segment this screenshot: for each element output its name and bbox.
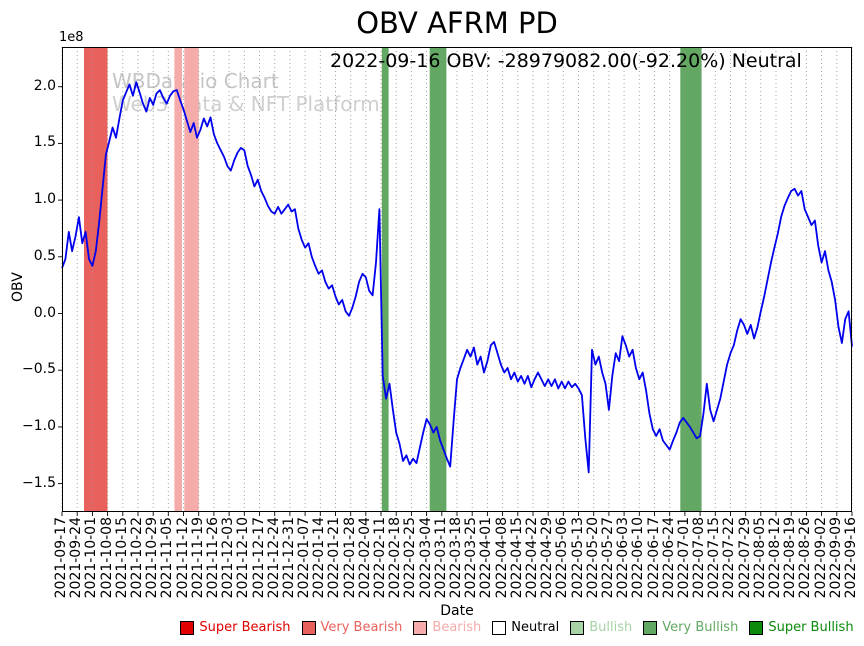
x-tick-label: 2022-06-10 — [630, 517, 647, 599]
x-tick-label: 2021-11-05 — [159, 517, 176, 599]
legend-label-neutral: Neutral — [511, 620, 560, 635]
signal-band-very-bearish — [84, 47, 108, 512]
x-tick-label: 2022-02-25 — [402, 517, 419, 599]
legend-label-bearish: Bearish — [432, 620, 482, 635]
x-tick-label: 2022-05-06 — [554, 517, 571, 599]
x-tick-label: 2021-10-01 — [83, 517, 100, 599]
legend-item-super-bullish: Super Bullish — [749, 620, 854, 635]
legend-swatch-neutral — [492, 620, 507, 635]
x-tick-label: 2022-09-16 — [843, 517, 859, 599]
x-tick-label: 2022-01-21 — [326, 517, 343, 599]
legend-item-neutral: Neutral — [492, 620, 559, 635]
y-tick-label: −1.5 — [22, 474, 56, 491]
y-tick-label: −1.0 — [22, 417, 56, 434]
y-tick-label: 0.0 — [33, 304, 56, 321]
x-tick-label: 2021-12-10 — [235, 517, 252, 599]
y-axis-offset-label: 1e8 — [59, 30, 84, 45]
plot-frame — [62, 47, 852, 512]
plot-svg — [58, 47, 853, 516]
x-tick-label: 2022-07-22 — [721, 517, 738, 599]
x-tick-label: 2022-04-08 — [493, 517, 510, 599]
legend-swatch-super-bearish — [180, 620, 195, 635]
x-tick-label: 2021-10-08 — [98, 517, 115, 599]
legend-label-very-bearish: Very Bearish — [320, 620, 403, 635]
legend-swatch-very-bullish — [643, 620, 658, 635]
legend-item-bearish: Bearish — [413, 620, 481, 635]
x-tick-label: 2022-08-26 — [797, 517, 814, 599]
y-axis-title: OBV — [10, 272, 26, 302]
legend-item-super-bearish: Super Bearish — [180, 620, 291, 635]
x-tick-label: 2022-06-17 — [645, 517, 662, 599]
legend-item-bullish: Bullish — [570, 620, 632, 635]
x-axis-title: Date — [440, 603, 474, 619]
signal-band-bearish — [174, 47, 182, 512]
signal-band-very-bullish — [429, 47, 447, 512]
signal-band-bearish — [184, 47, 199, 512]
y-tick-label: −0.5 — [22, 361, 56, 378]
legend-label-super-bullish: Super Bullish — [768, 620, 854, 635]
legend-swatch-bearish — [413, 620, 428, 635]
legend-label-super-bearish: Super Bearish — [199, 620, 291, 635]
legend: Super Bearish Very Bearish Bearish Neutral B… — [170, 620, 864, 635]
signal-band-very-bullish — [381, 47, 389, 512]
x-tick-label: 2021-12-17 — [250, 517, 267, 599]
plot-area — [58, 47, 853, 516]
y-tick-label: 2.0 — [33, 77, 56, 94]
legend-item-very-bearish: Very Bearish — [301, 620, 403, 635]
y-tick-label: 1.5 — [33, 134, 56, 151]
latest-obv-annotation: 2022-09-16 OBV: -28979082.00(-92.20%) Ne… — [330, 50, 802, 72]
chart-title: OBV AFRM PD — [356, 6, 558, 40]
x-tick-label: 2022-04-01 — [478, 517, 495, 599]
legend-swatch-very-bearish — [301, 620, 316, 635]
x-tick-label: 2022-05-13 — [569, 517, 586, 599]
legend-item-very-bullish: Very Bullish — [643, 620, 738, 635]
y-tick-label: 0.5 — [33, 247, 56, 264]
legend-swatch-super-bullish — [749, 620, 764, 635]
x-tick-label: 2021-11-12 — [174, 517, 191, 599]
signal-band-very-bullish — [680, 47, 702, 512]
obv-line — [61, 81, 853, 474]
legend-label-very-bullish: Very Bullish — [662, 620, 739, 635]
tick-marks — [58, 86, 853, 516]
legend-label-bullish: Bullish — [589, 620, 633, 635]
y-tick-label: 1.0 — [33, 191, 56, 208]
legend-swatch-bullish — [570, 620, 585, 635]
